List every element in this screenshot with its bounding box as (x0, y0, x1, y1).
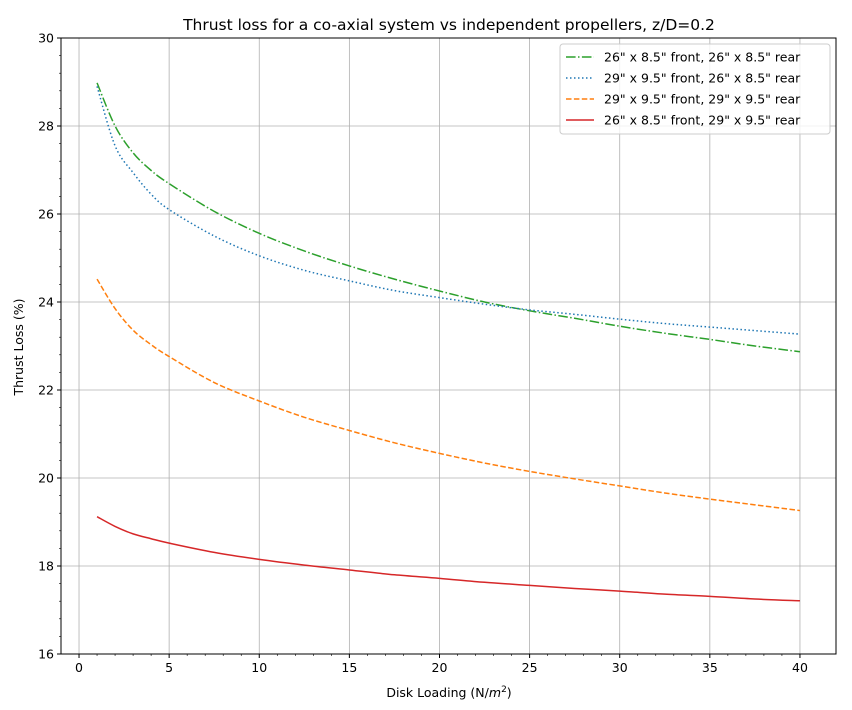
y-tick-label: 28 (38, 119, 54, 134)
y-tick-label: 18 (38, 559, 54, 574)
legend-label: 29" x 9.5" front, 29" x 9.5" rear (604, 92, 801, 107)
x-tick-label: 15 (341, 660, 357, 675)
y-tick-label: 20 (38, 471, 54, 486)
legend: 26" x 8.5" front, 26" x 8.5" rear 29" x 9… (559, 43, 831, 135)
x-axis-label: Disk Loading (N/m2) (386, 685, 511, 700)
x-tick-label: 30 (612, 660, 628, 675)
axis-ticks: 0 5 10 15 20 25 30 35 40 16 18 20 22 24 26 28 30 (38, 31, 808, 676)
y-tick-label: 22 (38, 383, 54, 398)
x-tick-label: 40 (792, 660, 808, 675)
series-line-3 (96, 516, 800, 602)
y-axis-label: Thrust Loss (%) (11, 298, 26, 396)
series-line-1 (96, 86, 801, 335)
y-tick-label: 16 (38, 647, 54, 662)
plot-frame (60, 37, 837, 655)
legend-box (559, 43, 831, 135)
legend-label: 26" x 8.5" front, 29" x 9.5" rear (604, 113, 801, 128)
x-tick-label: 20 (432, 660, 448, 675)
series-line-2 (96, 278, 801, 512)
y-tick-label: 26 (38, 207, 54, 222)
x-tick-label: 10 (251, 660, 267, 675)
legend-label: 26" x 8.5" front, 26" x 8.5" rear (604, 50, 801, 65)
x-tick-label: 25 (522, 660, 538, 675)
legend-label: 29" x 9.5" front, 26" x 8.5" rear (604, 71, 801, 86)
y-tick-label: 24 (38, 295, 54, 310)
y-tick-label: 30 (38, 31, 54, 46)
series-lines (96, 82, 801, 602)
x-tick-label: 35 (702, 660, 718, 675)
chart-title: Thrust loss for a co-axial system vs ind… (182, 16, 715, 34)
series-line-0 (96, 82, 801, 353)
x-tick-label: 0 (75, 660, 83, 675)
x-tick-label: 5 (165, 660, 173, 675)
